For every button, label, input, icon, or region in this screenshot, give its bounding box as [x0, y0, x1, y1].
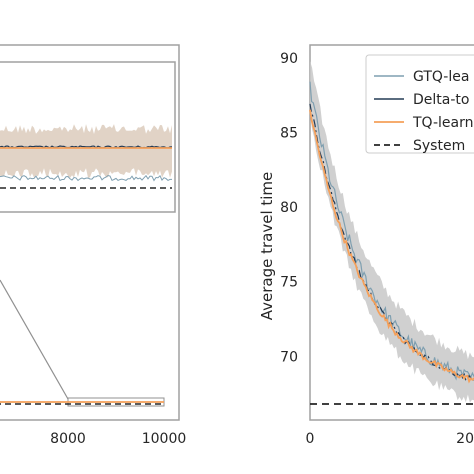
right-y-tick-75: 75 [280, 275, 298, 291]
legend-label-3: System [413, 138, 465, 154]
right-axes-frame [309, 44, 474, 421]
right-y-tick-90: 90 [280, 51, 298, 67]
right-panel: 70 75 80 85 90 0 2000 Average travel time GTQ… [258, 44, 474, 447]
left-panel: 8000 10000 [0, 44, 187, 447]
inset-gtq-series [0, 174, 172, 182]
left-axes-frame [0, 44, 180, 421]
inset-variance-band [0, 124, 172, 178]
left-x-tick-10000: 10000 [142, 431, 187, 447]
right-x-tick-2000: 2000 [456, 431, 474, 447]
legend-label-1: Delta-to [413, 92, 469, 108]
right-y-axis-label: Average travel time [258, 172, 276, 321]
right-series-2 [309, 109, 474, 384]
left-inset [0, 61, 176, 213]
right-plot-area [309, 61, 474, 405]
legend-label-0: GTQ-lea [413, 69, 469, 85]
legend-box [365, 54, 474, 154]
right-x-ticks: 0 2000 [306, 431, 474, 447]
right-y-tick-85: 85 [280, 126, 298, 142]
left-main-plot [0, 279, 165, 407]
legend: GTQ-lea Delta-to TQ-learn System [365, 54, 474, 154]
right-y-tick-70: 70 [280, 349, 298, 365]
left-x-tick-8000: 8000 [50, 431, 86, 447]
right-x-tick-0: 0 [306, 431, 315, 447]
zoom-connector-left [0, 279, 69, 400]
legend-label-2: TQ-learn [412, 115, 473, 131]
right-y-ticks: 70 75 80 85 90 [280, 51, 298, 365]
right-y-tick-80: 80 [280, 200, 298, 216]
right-series-0 [309, 81, 474, 381]
